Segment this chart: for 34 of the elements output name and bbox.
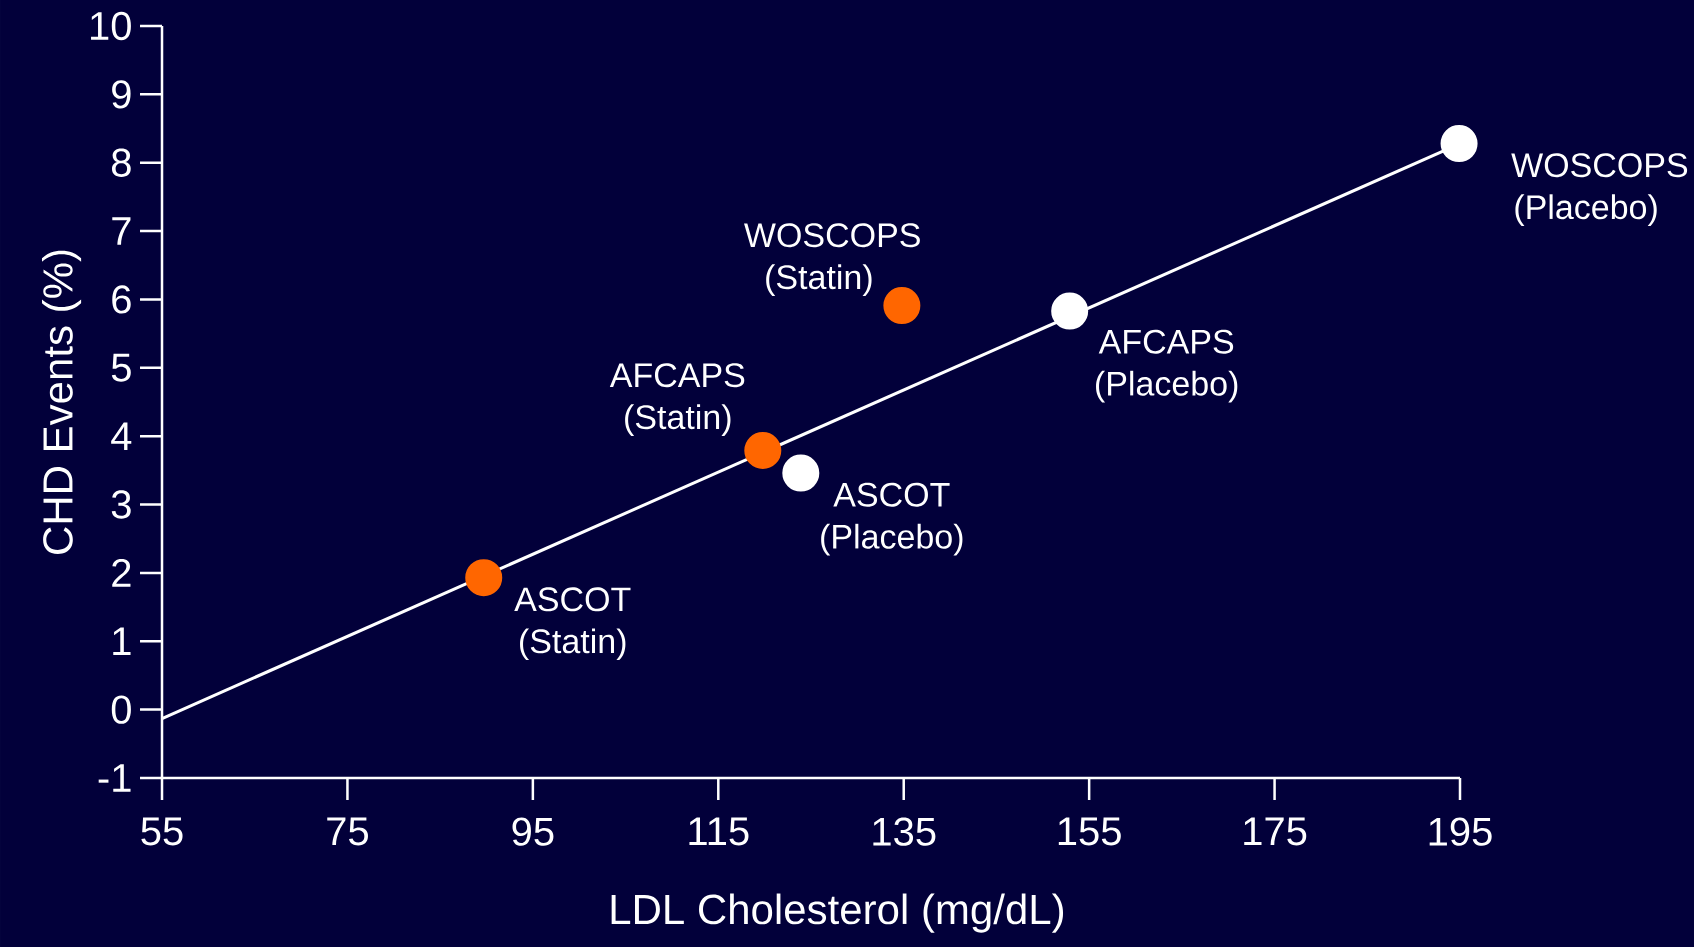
- point: [883, 287, 921, 325]
- point: [782, 454, 820, 492]
- x-tick-label: 135: [873, 817, 936, 846]
- y-tick-label: 5: [111, 353, 131, 382]
- x-tick-label: 155: [1058, 817, 1121, 846]
- annotation: AFCAPS (Statin): [609, 363, 745, 436]
- point: [1051, 292, 1089, 330]
- x-tick-label: 95: [512, 817, 554, 846]
- y-tick-label: 6: [112, 285, 131, 314]
- x-tick-label: 75: [327, 817, 368, 846]
- y-axis-title: CHD Events (%): [41, 250, 82, 554]
- x-axis-title: LDL Cholesterol (mg/dL): [611, 893, 1064, 933]
- x-tick-label: 115: [689, 817, 749, 846]
- point: [465, 559, 503, 597]
- y-tick-label: 2: [112, 558, 131, 587]
- y-tick-label: 9: [112, 80, 131, 109]
- y-tick-label: 0: [111, 695, 131, 724]
- y-tick-label: 7: [112, 217, 131, 245]
- y-tick-label: 1: [113, 627, 131, 656]
- y-tick-label: 4: [111, 422, 132, 450]
- y-tick-label: 8: [111, 148, 131, 177]
- y-tick-label: 10: [91, 11, 131, 41]
- point: [744, 432, 782, 470]
- annotation: ASCOT (Placebo): [821, 482, 963, 556]
- annotation: ASCOT (Statin): [514, 587, 631, 661]
- point: [1440, 125, 1478, 163]
- y-tick-label: 3: [111, 490, 131, 519]
- x-tick-label: 55: [141, 817, 183, 846]
- annotation: WOSCOPS (Statin): [744, 223, 920, 296]
- y-tick-label: -1: [98, 764, 131, 792]
- x-tick-label: 195: [1429, 817, 1492, 846]
- annotation: AFCAPS (Placebo): [1096, 329, 1238, 403]
- x-tick-label: 175: [1244, 817, 1307, 846]
- annotation: WOSCOPS (Placebo): [1511, 153, 1688, 226]
